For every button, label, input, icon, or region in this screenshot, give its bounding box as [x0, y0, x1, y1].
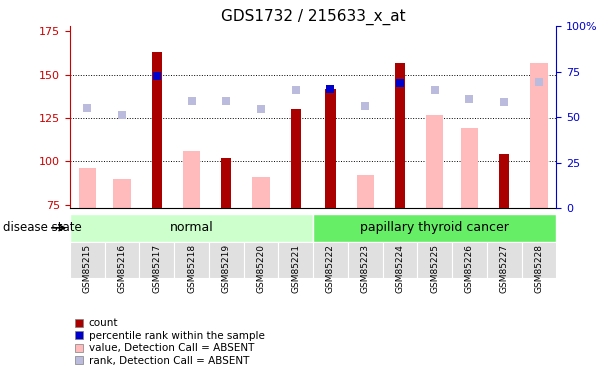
Text: disease state: disease state: [3, 221, 82, 234]
Text: GSM85216: GSM85216: [117, 244, 126, 293]
Bar: [382, 242, 417, 278]
Bar: [70, 214, 313, 242]
Bar: [221, 158, 232, 208]
Text: GSM85217: GSM85217: [152, 244, 161, 293]
Bar: [313, 214, 556, 242]
Bar: [522, 242, 556, 278]
Bar: [499, 154, 510, 208]
Bar: [278, 242, 313, 278]
Bar: [113, 178, 131, 208]
Bar: [426, 115, 443, 208]
Text: GSM85226: GSM85226: [465, 244, 474, 292]
Bar: [70, 242, 105, 278]
Text: GSM85220: GSM85220: [257, 244, 266, 292]
Title: GDS1732 / 215633_x_at: GDS1732 / 215633_x_at: [221, 9, 406, 25]
Text: GSM85225: GSM85225: [430, 244, 439, 292]
Bar: [78, 168, 96, 208]
Bar: [151, 52, 162, 208]
Bar: [313, 242, 348, 278]
Text: GSM85219: GSM85219: [222, 244, 231, 293]
Legend: count, percentile rank within the sample, value, Detection Call = ABSENT, rank, : count, percentile rank within the sample…: [75, 318, 264, 366]
Text: GSM85224: GSM85224: [395, 244, 404, 292]
Bar: [209, 242, 244, 278]
Text: normal: normal: [170, 221, 213, 234]
Text: GSM85222: GSM85222: [326, 244, 335, 292]
Bar: [244, 242, 278, 278]
Bar: [291, 110, 301, 208]
Text: GSM85218: GSM85218: [187, 244, 196, 293]
Bar: [461, 129, 478, 208]
Text: GSM85223: GSM85223: [361, 244, 370, 292]
Bar: [487, 242, 522, 278]
Bar: [174, 242, 209, 278]
Text: GSM85215: GSM85215: [83, 244, 92, 293]
Bar: [356, 175, 374, 208]
Bar: [325, 88, 336, 208]
Bar: [183, 151, 200, 208]
Text: GSM85227: GSM85227: [500, 244, 509, 292]
Text: papillary thyroid cancer: papillary thyroid cancer: [361, 221, 509, 234]
Text: GSM85228: GSM85228: [534, 244, 544, 292]
Bar: [452, 242, 487, 278]
Bar: [417, 242, 452, 278]
Bar: [395, 63, 405, 208]
Bar: [530, 63, 548, 208]
Bar: [348, 242, 382, 278]
Bar: [105, 242, 139, 278]
Bar: [252, 177, 270, 208]
Bar: [139, 242, 174, 278]
Text: GSM85221: GSM85221: [291, 244, 300, 292]
